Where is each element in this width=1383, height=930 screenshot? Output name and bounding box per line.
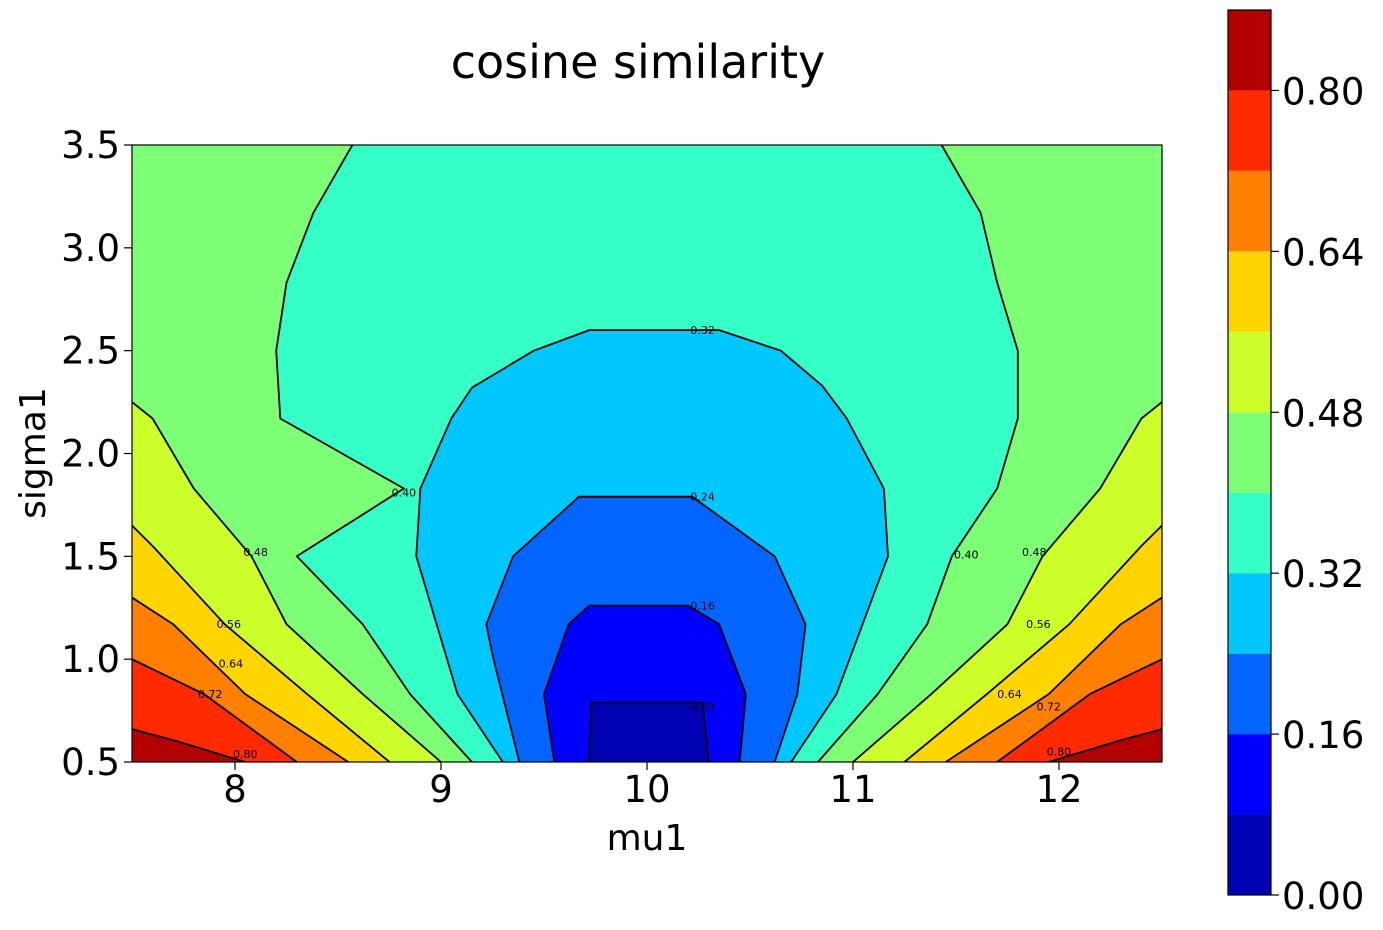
x-axis-label: mu1 [607,818,688,859]
contour-label: 0.64 [997,688,1022,701]
colorbar-tick-label: 0.80 [1282,70,1364,113]
colorbar-segment [1228,331,1271,413]
contour-line-0.72 [132,658,298,762]
colorbar: 0.00 0.16 0.32 0.48 0.64 0.80 [1227,9,1364,918]
colorbar-segment [1228,251,1271,332]
contour-label: 0.64 [219,657,244,670]
contour-label: 0.08 [690,700,715,713]
contour-fill-layer [132,145,1162,762]
colorbar-tick-label: 0.00 [1282,875,1364,918]
x-axis: 8 9 10 11 12 [223,762,1083,811]
colorbar-segment [1228,573,1271,654]
colorbar-segment [1228,90,1271,171]
colorbar-segment [1228,170,1271,252]
contour-label: 0.40 [954,548,979,561]
y-tick-label: 3.0 [61,227,120,270]
x-tick-label: 10 [623,768,670,811]
colorbar-frame [1227,9,1272,896]
y-tick-label: 2.5 [61,330,120,373]
colorbar-tick-label: 0.64 [1282,231,1364,274]
contour-label: 0.48 [243,546,268,559]
contour-band-0.72 [997,659,1162,762]
contour-line-0.64 [945,596,1162,762]
x-tick-label: 11 [829,768,876,811]
contour-line-0.80 [1048,728,1162,762]
contour-line-0.24 [485,495,807,762]
contour-label: 0.24 [690,491,715,504]
x-tick-label: 9 [429,768,453,811]
colorbar-segment [1228,10,1271,91]
x-tick-label: 8 [223,768,247,811]
contour-label: 0.56 [1026,618,1051,631]
contour-label: 0.40 [392,487,417,500]
contour-label: 0.32 [690,324,715,337]
contour-line-0.64 [132,596,349,762]
plot-area: 0.32 0.24 0.16 0.08 0.40 0.48 0.56 0.64 0.72 0.80… [132,145,1162,762]
colorbar-segment [1228,492,1271,574]
contour-label: 0.16 [690,600,715,613]
contour-label: 0.56 [217,618,242,631]
contour-line-0.56 [132,524,391,762]
contour-label: 0.72 [198,688,223,701]
colorbar-segment [1228,734,1271,815]
y-tick-label: 3.5 [61,124,120,167]
contour-line-0.08 [588,701,710,762]
contour-label: 0.80 [233,748,258,761]
colorbar-segment [1228,653,1271,735]
contour-line-0.32 [415,329,889,762]
contour-line-layer [132,145,1162,762]
contour-label-layer: 0.32 0.24 0.16 0.08 0.40 0.48 0.56 0.64 0.72 0.80… [198,324,1071,761]
colorbar-tick-label: 0.48 [1282,392,1364,435]
contour-band-0.72 [132,659,297,762]
contour-line-0.72 [996,658,1162,762]
y-tick-label: 2.0 [61,433,120,476]
contour-band-0.00 [589,702,709,762]
contour-label: 0.80 [1047,746,1072,759]
contour-line-0.48 [132,401,442,762]
y-axis-label: sigma1 [13,387,54,519]
contour-label: 0.48 [1022,546,1047,559]
contour-line-0.80 [132,728,246,762]
y-tick-label: 1.0 [61,638,120,681]
contour-line-0.48 [852,401,1162,762]
chart-title: cosine similarity [451,35,826,89]
colorbar-tick-label: 0.16 [1282,714,1364,757]
contour-label: 0.72 [1036,700,1061,713]
colorbar-tick-label: 0.32 [1282,553,1364,596]
contour-line-0.40 [275,145,473,762]
y-tick-label: 0.5 [61,741,120,784]
y-axis: 0.5 1.0 1.5 2.0 2.5 3.0 3.5 [61,124,132,784]
contour-line-0.56 [903,524,1162,762]
contour-line-0.40 [817,145,1019,762]
colorbar-segment [1228,412,1271,493]
colorbar-segment [1228,814,1271,895]
x-tick-label: 12 [1035,768,1082,811]
y-tick-label: 1.5 [61,535,120,578]
contour-line-0.16 [543,604,747,762]
